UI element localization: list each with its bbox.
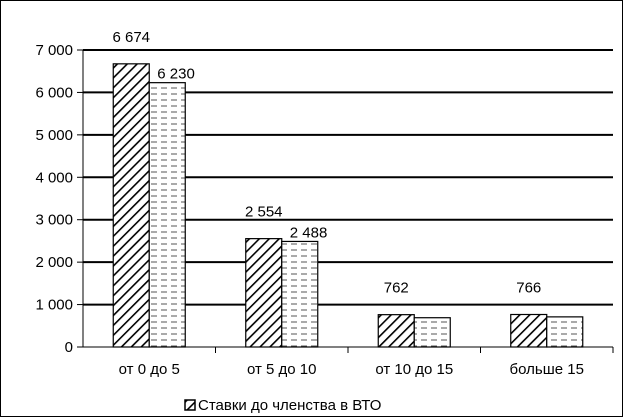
y-tick-label: 7 000 <box>35 42 73 59</box>
y-tick-label: 2 000 <box>35 254 73 271</box>
bar-series1-2 <box>377 314 415 348</box>
y-tick-label: 5 000 <box>35 127 73 144</box>
category-label: больше 15 <box>510 361 584 378</box>
bar-series1-0 <box>112 63 150 348</box>
legend-label: Ставки до членства в ВТО <box>198 397 381 414</box>
bar-series2-1 <box>281 240 319 348</box>
bar-series2-2 <box>413 317 451 348</box>
category-label: от 5 до 10 <box>247 361 317 378</box>
data-label: 2 488 <box>290 224 328 241</box>
y-tick-label: 1 000 <box>35 297 73 314</box>
category-label: от 0 до 5 <box>119 361 180 378</box>
data-label: 766 <box>516 279 541 296</box>
y-tick-label: 6 000 <box>35 84 73 101</box>
data-label: 6 230 <box>157 66 195 83</box>
data-label: 6 674 <box>112 29 150 46</box>
data-label: 762 <box>384 280 409 297</box>
y-tick-label: 4 000 <box>35 169 73 186</box>
data-label: 2 554 <box>245 204 283 221</box>
legend: Ставки до членства в ВТО <box>184 397 381 414</box>
bar-series1-3 <box>510 313 548 348</box>
bar-series2-3 <box>546 316 584 348</box>
y-tick-label: 3 000 <box>35 212 73 229</box>
legend-swatch <box>184 399 196 411</box>
bar-series2-0 <box>148 82 186 348</box>
bar-series1-1 <box>245 238 283 348</box>
y-tick-label: 0 <box>65 339 73 356</box>
category-label: от 10 до 15 <box>375 361 453 378</box>
